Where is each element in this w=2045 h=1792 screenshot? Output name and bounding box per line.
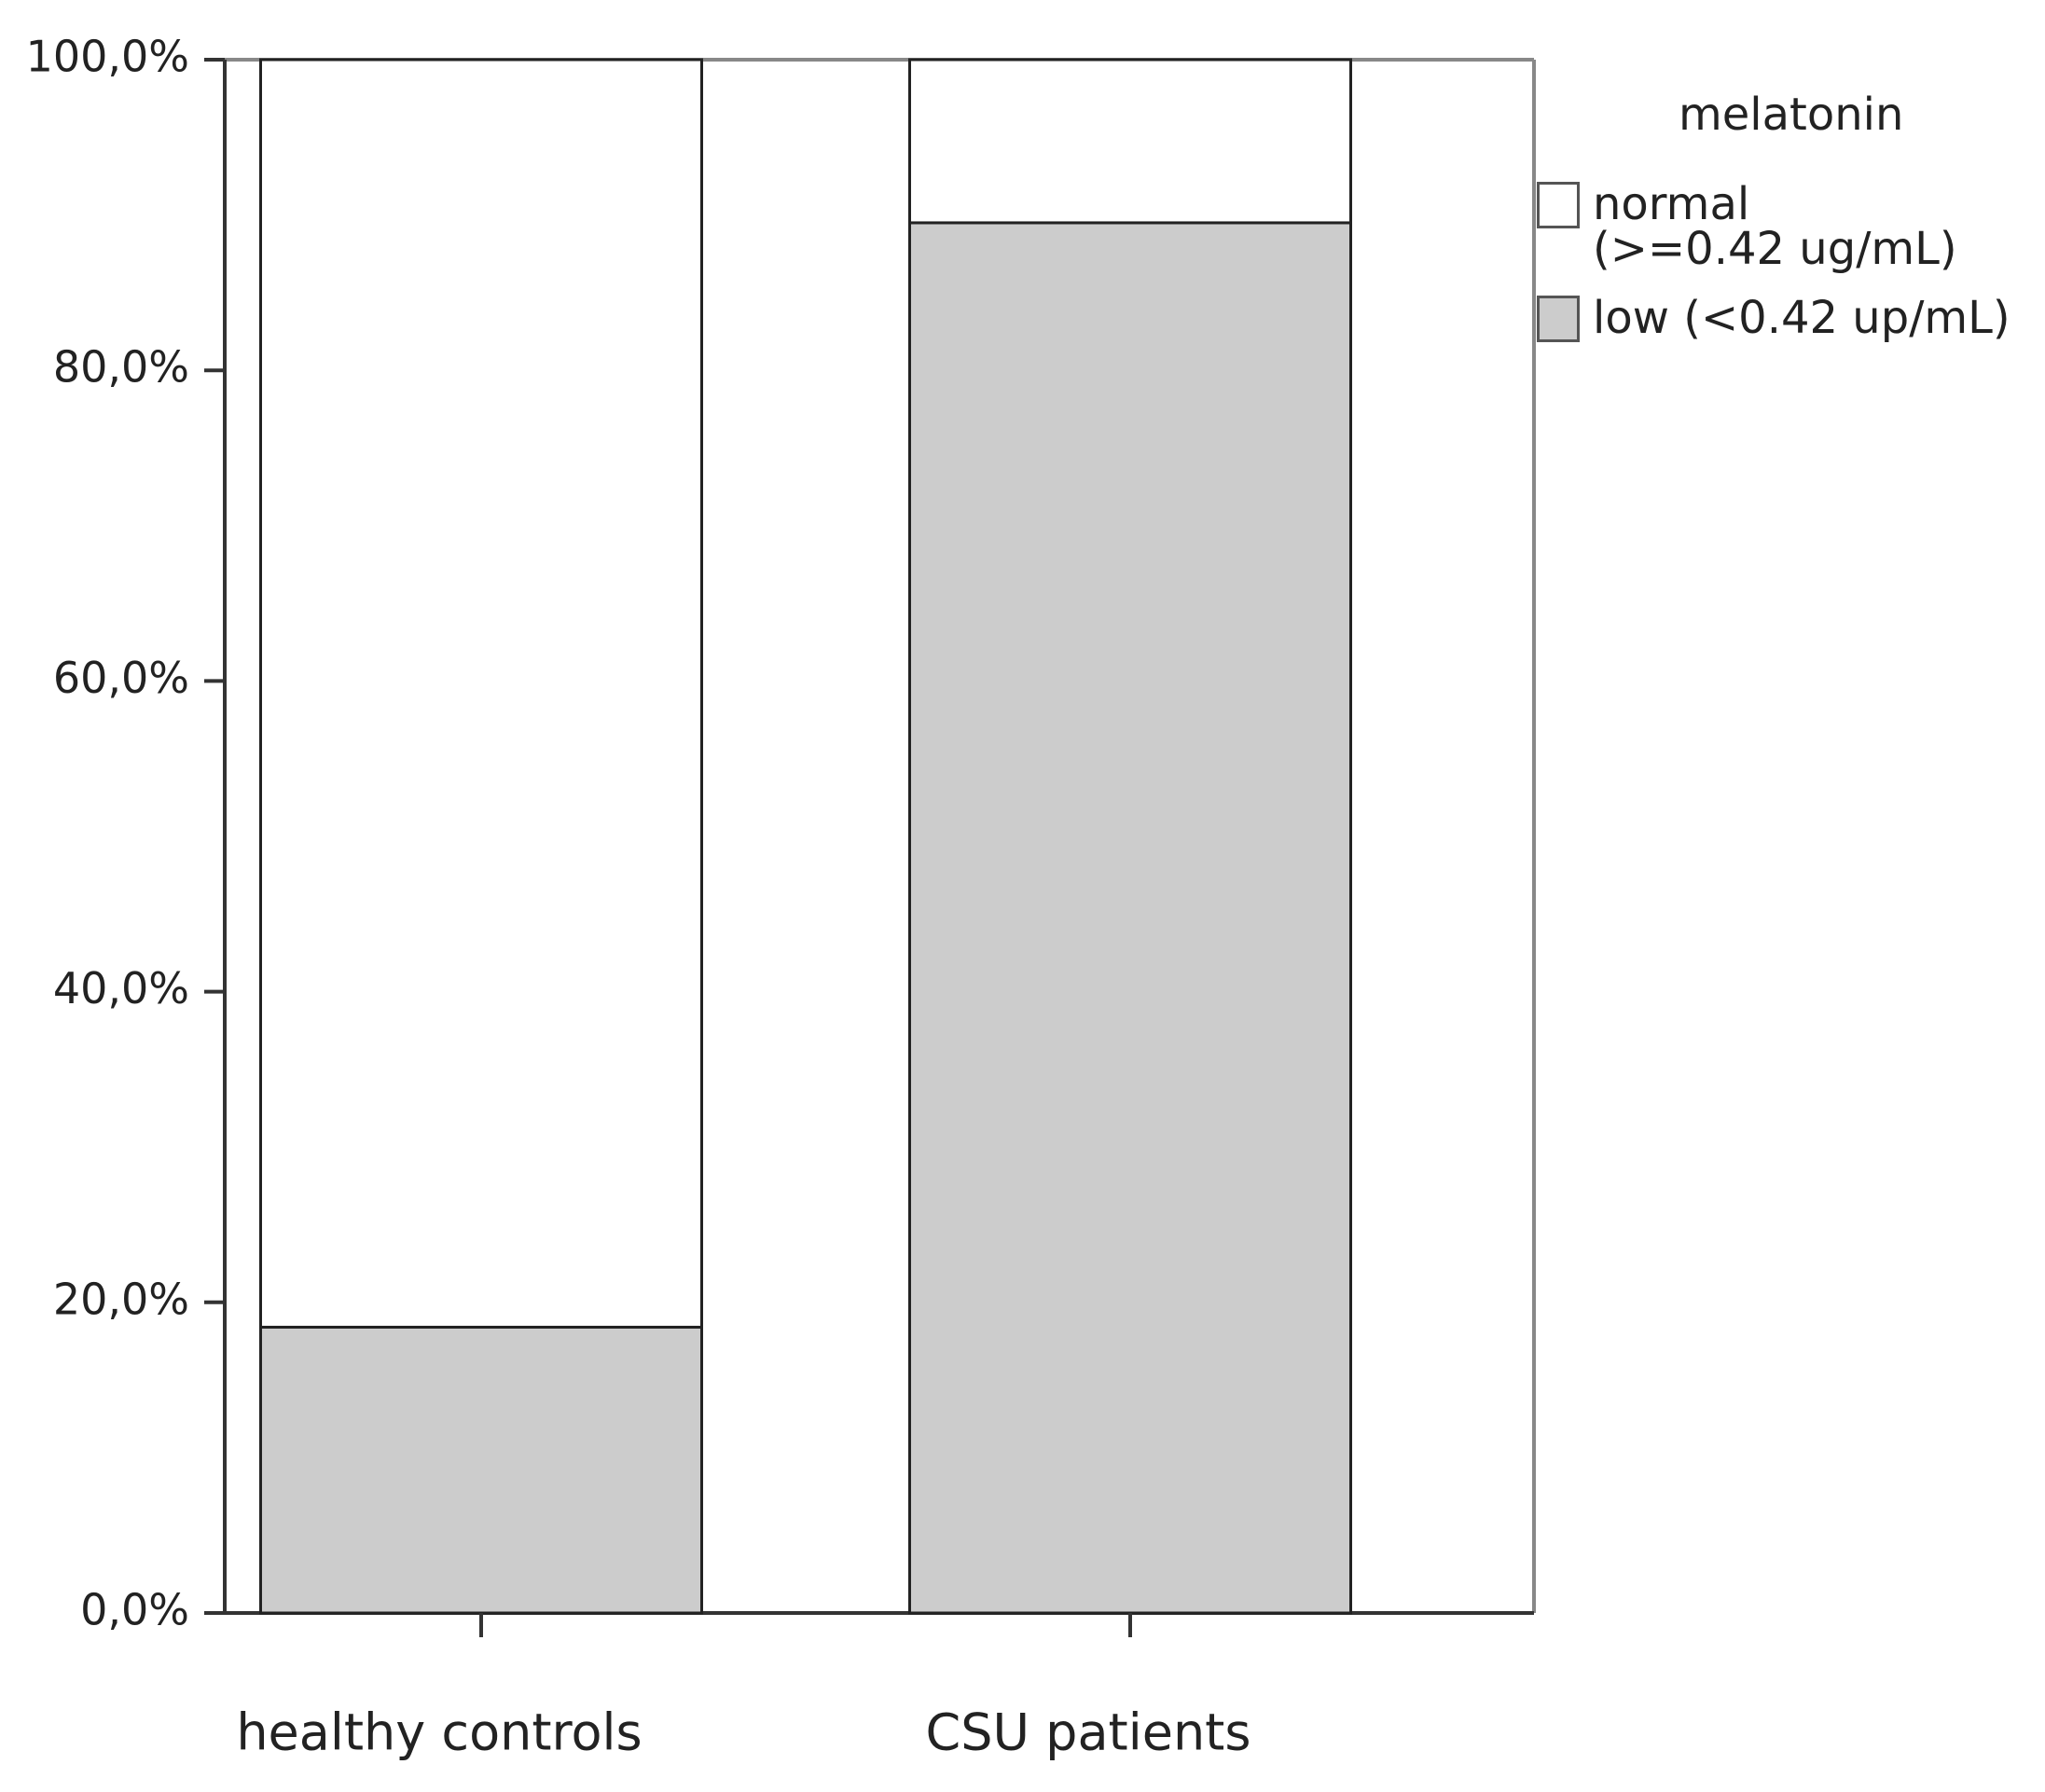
legend-title: melatonin	[1679, 89, 1904, 141]
bar-segment	[908, 221, 1352, 1615]
bar-segment	[259, 58, 703, 1329]
legend-label: low (<0.42 up/mL)	[1593, 292, 2010, 344]
x-tick-label: healthy controls	[236, 1703, 642, 1762]
y-tick-label: 100,0%	[26, 32, 189, 82]
y-tick-label: 80,0%	[53, 342, 189, 393]
x-tick-label: CSU patients	[926, 1703, 1251, 1762]
y-tick-label: 40,0%	[53, 963, 189, 1013]
y-tick-label: 60,0%	[53, 653, 189, 703]
legend-item: low (<0.42 up/mL)	[1537, 296, 2010, 342]
y-tick-label: 20,0%	[53, 1274, 189, 1324]
legend-swatch	[1537, 296, 1580, 342]
y-tick-label: 0,0%	[80, 1585, 189, 1635]
legend-item: normal (>=0.42 ug/mL)	[1537, 182, 1994, 271]
legend-label: normal (>=0.42 ug/mL)	[1593, 178, 1957, 275]
bar-segment	[259, 1325, 703, 1615]
legend-swatch	[1537, 182, 1580, 228]
bar-segment	[908, 58, 1352, 225]
